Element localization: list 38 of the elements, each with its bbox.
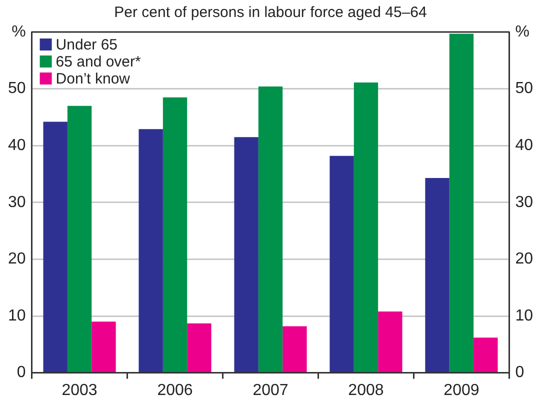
chart-title: Per cent of persons in labour force aged 45–64: [114, 4, 427, 22]
bar: [92, 322, 116, 372]
bar: [258, 86, 283, 372]
y2-tick-label: 20: [515, 250, 534, 268]
y2-tick-label: 40: [515, 137, 534, 154]
legend-label: Don’t know: [56, 70, 130, 88]
x-tick-label: 2003: [62, 382, 98, 399]
y-tick-label: %: [12, 23, 26, 40]
legend-label: Under 65: [56, 36, 118, 54]
bar: [234, 137, 258, 372]
bar: [43, 122, 68, 372]
bar: [162, 97, 188, 372]
bar: [449, 34, 474, 372]
bar: [187, 323, 212, 372]
x-tick-label: 2009: [444, 382, 480, 399]
bar: [354, 82, 378, 372]
y-tick-label: 10: [8, 307, 26, 324]
x-tick-label: 2006: [157, 382, 193, 399]
legend-label: 65 and over*: [56, 54, 142, 71]
bar: [425, 178, 450, 372]
bar: [282, 326, 307, 372]
bar: [67, 106, 92, 372]
y-tick-label: 20: [8, 250, 26, 268]
y-tick-label: 40: [8, 137, 26, 154]
y2-tick-label: 50: [515, 80, 534, 98]
bar: [378, 311, 402, 372]
y-tick-label: 0: [16, 364, 26, 382]
y2-tick-label: 10: [515, 307, 534, 324]
bar: [474, 338, 498, 372]
y2-tick-label: 30: [515, 194, 534, 211]
x-tick-label: 2007: [252, 382, 288, 399]
y2-tick-label: 0: [515, 364, 524, 382]
bar: [330, 156, 354, 372]
bar: [138, 129, 163, 372]
y-tick-label: 30: [8, 194, 26, 211]
y2-tick-label: %: [515, 23, 530, 40]
x-tick-label: 2008: [348, 382, 384, 399]
y-tick-label: 50: [8, 80, 26, 98]
